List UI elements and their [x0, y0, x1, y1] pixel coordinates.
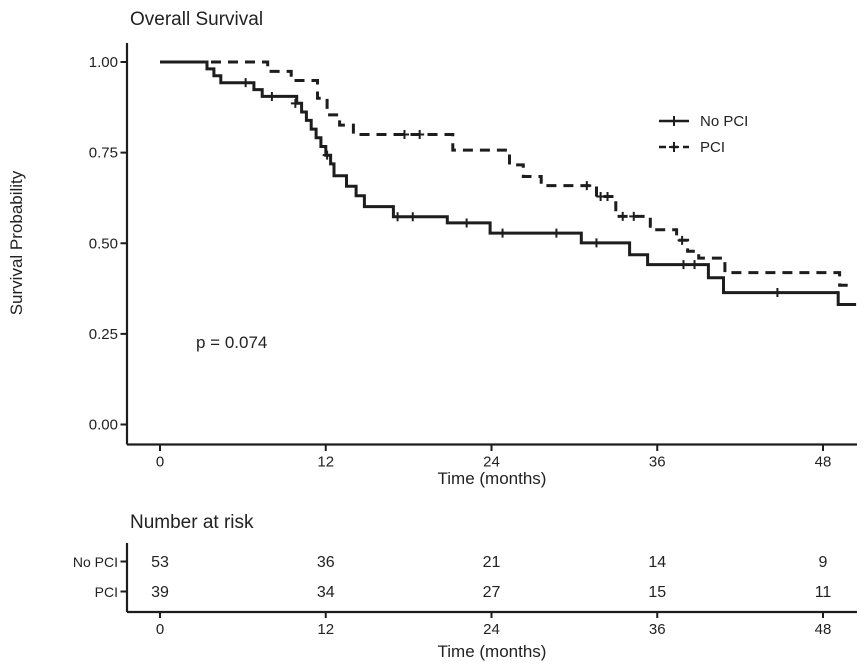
- censor-plus-mark: [462, 218, 472, 228]
- legend-label-pci: PCI: [700, 139, 725, 156]
- legend: No PCI PCI: [659, 113, 748, 156]
- legend-key-plus: [669, 116, 679, 126]
- risk-count-value: 39: [151, 584, 169, 601]
- censor-plus-mark: [582, 181, 592, 191]
- no-pci-line-key-icon: [659, 116, 689, 126]
- risk-table-values: 0 12 24 36 48 53 36 21 14 9 39 34 27 15 11: [120, 543, 857, 638]
- x-tick-label: 0: [156, 454, 164, 471]
- censor-plus-mark: [498, 228, 508, 238]
- risk-count-value: 53: [151, 554, 169, 571]
- risk-row-label-pci: PCI: [95, 584, 118, 600]
- legend-key-plus: [669, 142, 679, 152]
- censor-plus-mark: [322, 150, 332, 160]
- risk-x-tick-label: 12: [317, 621, 334, 638]
- pci-dashed-line-key-icon: [659, 142, 689, 152]
- x-axis-label: Time (months): [438, 469, 547, 488]
- p-value-annotation: p = 0.074: [196, 333, 267, 352]
- risk-count-value: 11: [815, 584, 832, 601]
- risk-count-value: 14: [648, 554, 666, 571]
- legend-entry-pci: PCI: [659, 139, 725, 156]
- censor-plus-mark: [551, 228, 561, 238]
- x-tick-label: 24: [483, 454, 500, 471]
- censor-plus-mark: [629, 211, 639, 221]
- censor-plus-mark: [267, 91, 277, 101]
- y-axis-label: Survival Probability: [7, 170, 26, 315]
- risk-x-tick-label: 24: [483, 621, 500, 638]
- curve-no-pci: [160, 60, 857, 306]
- censor-plus-mark: [690, 260, 700, 270]
- risk-x-tick-label: 0: [156, 621, 164, 638]
- censor-plus-mark: [677, 235, 687, 245]
- x-tick-label: 48: [815, 454, 832, 471]
- y-tick-label: 0.75: [89, 145, 118, 162]
- risk-count-value: 34: [317, 584, 335, 601]
- risk-x-axis-label: Time (months): [438, 642, 547, 661]
- censor-plus-mark: [241, 78, 251, 88]
- risk-count-value: 27: [483, 584, 501, 601]
- y-tick-label: 0.00: [89, 417, 118, 434]
- censor-plus-mark: [393, 212, 403, 222]
- censor-plus-mark: [415, 130, 425, 139]
- legend-entry-no-pci: No PCI: [659, 113, 748, 130]
- censor-plus-mark: [678, 260, 688, 270]
- risk-x-tick-label: 48: [815, 621, 832, 638]
- x-tick-label: 12: [317, 454, 334, 471]
- risk-row-label-no-pci: No PCI: [73, 554, 118, 570]
- curve-pci: [160, 60, 848, 287]
- y-tick-label: 1.00: [89, 54, 118, 71]
- x-tick-label: 36: [649, 454, 666, 471]
- legend-label-no-pci: No PCI: [700, 113, 748, 130]
- censor-plus-mark: [618, 211, 628, 221]
- censor-plus-mark: [591, 238, 601, 248]
- y-tick-label: 0.25: [89, 326, 118, 343]
- risk-count-value: 9: [819, 554, 828, 571]
- censor-plus-mark: [399, 130, 409, 139]
- risk-table-title: Number at risk: [130, 512, 254, 533]
- risk-x-tick-label: 36: [649, 621, 666, 638]
- censor-plus-mark: [408, 212, 418, 222]
- risk-count-value: 21: [483, 554, 501, 571]
- censor-plus-mark: [603, 191, 613, 201]
- risk-count-value: 15: [648, 584, 666, 601]
- censor-plus-mark: [290, 98, 300, 108]
- censor-plus-mark: [772, 288, 782, 298]
- chart-title: Overall Survival: [130, 9, 263, 30]
- risk-count-value: 36: [317, 554, 335, 571]
- axes: 0.00 0.25 0.50 0.75 1.00 0 12 24 36 48: [89, 43, 857, 471]
- risk-table: Number at risk No PCI PCI Time (months) …: [73, 512, 857, 661]
- survival-curves: [160, 60, 857, 306]
- y-tick-label: 0.50: [89, 235, 118, 252]
